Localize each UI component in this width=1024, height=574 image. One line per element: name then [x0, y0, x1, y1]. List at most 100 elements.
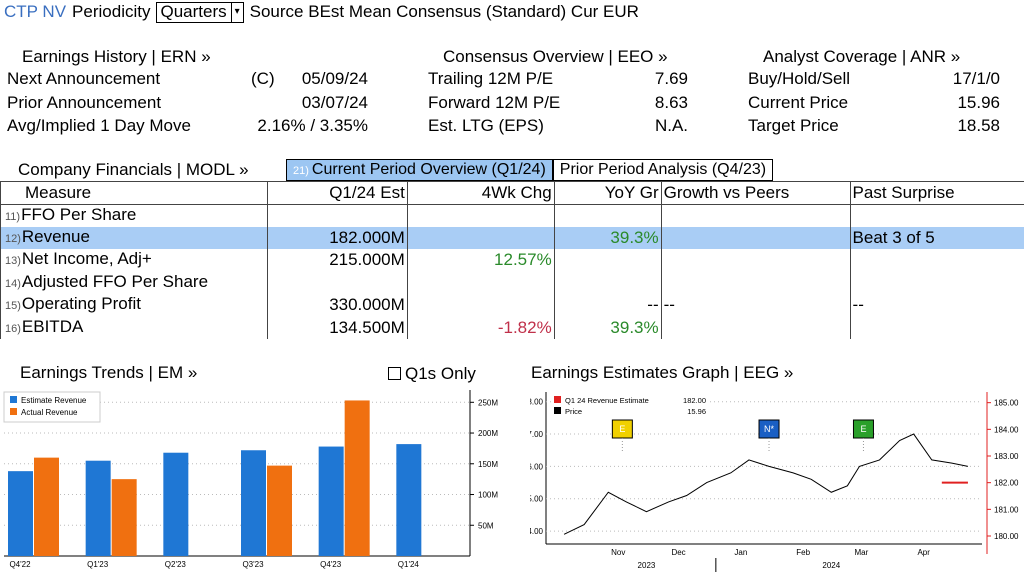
- y-right-tick-label: 182.00: [994, 479, 1019, 488]
- period-tabs: 21) Current Period Overview (Q1/24) Prior…: [286, 159, 774, 181]
- cell-chg: [406, 294, 555, 317]
- col-4wk-chg[interactable]: 4Wk Chg: [406, 181, 555, 205]
- table-row[interactable]: 12)Revenue 182.000M 39.3% Beat 3 of 5: [0, 226, 1024, 249]
- earnings-history-title[interactable]: Earnings History | ERN »: [22, 47, 211, 66]
- y-left-tick-label: 14.00: [530, 527, 544, 536]
- measure-label: Net Income, Adj+: [21, 249, 152, 269]
- row-index: 14): [5, 277, 21, 290]
- x-tick-label: Q4'23: [320, 560, 342, 569]
- x-tick-label: Feb: [796, 548, 810, 557]
- table-row[interactable]: 14)Adjusted FFO Per Share: [0, 271, 1024, 294]
- periodicity-dropdown[interactable]: Quarters ▾: [156, 1, 244, 23]
- measure-label: FFO Per Share: [21, 204, 137, 224]
- checkbox-icon[interactable]: [388, 367, 401, 380]
- x-tick-label: Q3'23: [242, 560, 264, 569]
- y-left-tick-label: 18.00: [530, 398, 544, 407]
- legend-swatch: [10, 408, 17, 415]
- y-tick-label: 100M: [478, 491, 498, 500]
- cell-est: [266, 204, 408, 227]
- tab-number: 21): [293, 165, 309, 177]
- analyst-label: Target Price: [748, 116, 839, 135]
- price-line: [563, 433, 969, 535]
- table-row[interactable]: 15)Operating Profit 330.000M -- -- --: [0, 294, 1024, 317]
- estimate-bar: [85, 460, 111, 556]
- q1s-only-checkbox[interactable]: Q1s Only: [388, 364, 476, 384]
- cell-measure: 14)Adjusted FFO Per Share: [0, 271, 268, 294]
- q1s-only-label: Q1s Only: [405, 364, 476, 383]
- row-index: 15): [5, 300, 21, 313]
- year-label: 2023: [638, 561, 656, 570]
- analyst-label: Buy/Hold/Sell: [748, 69, 851, 88]
- cell-surprise: [849, 204, 1024, 227]
- consensus-value: 8.63: [654, 92, 688, 112]
- earnings-trends-title[interactable]: Earnings Trends | EM »: [20, 363, 198, 382]
- col-measure[interactable]: Measure: [0, 181, 268, 205]
- cell-measure: 13)Net Income, Adj+: [0, 249, 268, 272]
- x-tick-label: Q4'22: [9, 560, 31, 569]
- y-tick-label: 50M: [478, 521, 494, 530]
- row-index: 11): [5, 210, 21, 223]
- cell-peers: [660, 249, 851, 272]
- measure-label: EBITDA: [21, 316, 84, 336]
- x-tick-label: Mar: [855, 548, 869, 557]
- year-label: 2024: [822, 561, 840, 570]
- earnings-estimates-title[interactable]: Earnings Estimates Graph | EEG »: [531, 363, 794, 382]
- legend-box: [3, 391, 101, 423]
- cell-peers: [660, 204, 851, 227]
- actual-bar: [34, 457, 59, 556]
- legend-swatch: [554, 407, 561, 414]
- analyst-coverage-title[interactable]: Analyst Coverage | ANR »: [763, 47, 961, 66]
- legend-label: Estimate Revenue: [21, 396, 87, 405]
- y-right-tick-label: 181.00: [994, 505, 1019, 514]
- legend-value: 182.00: [683, 396, 706, 405]
- x-tick-label: Q1'24: [398, 560, 420, 569]
- tab-prior-period[interactable]: Prior Period Analysis (Q4/23): [552, 159, 774, 181]
- x-tick-label: Apr: [917, 548, 930, 557]
- consensus-value: 7.69: [654, 69, 688, 88]
- cell-peers: [660, 271, 851, 294]
- consensus-label: Trailing 12M P/E: [428, 69, 554, 88]
- y-left-tick-label: 15.00: [530, 495, 544, 504]
- cell-measure: 15)Operating Profit: [0, 294, 268, 317]
- event-marker-label: E: [860, 424, 866, 434]
- earnings_history-value: 2.16% / 3.35%: [257, 116, 368, 135]
- ticker-label[interactable]: CTP NV: [4, 2, 67, 21]
- cell-surprise: --: [849, 294, 1024, 317]
- cell-yoy: 39.3%: [553, 226, 662, 249]
- col-past-surprise[interactable]: Past Surprise: [849, 181, 1024, 205]
- top-bar: CTP NV Periodicity Quarters ▾ Source BEs…: [4, 1, 639, 23]
- estimate-bar: [8, 471, 33, 556]
- cell-yoy: [553, 204, 662, 227]
- col-est[interactable]: Q1/24 Est: [266, 181, 408, 205]
- x-tick-label: Q2'23: [165, 560, 187, 569]
- table-row[interactable]: 16)EBITDA 134.500M -1.82% 39.3%: [0, 316, 1024, 339]
- cell-est: [266, 271, 408, 294]
- measure-label: Revenue: [21, 226, 90, 246]
- col-yoy[interactable]: YoY Gr: [553, 181, 662, 205]
- earnings_history-prefix: (C): [251, 69, 275, 88]
- chevron-down-icon: ▾: [230, 2, 240, 22]
- tab-current-period[interactable]: 21) Current Period Overview (Q1/24): [286, 159, 553, 181]
- row-index: 16): [5, 322, 21, 335]
- cell-measure: 12)Revenue: [0, 226, 268, 249]
- legend-label: Price: [565, 407, 582, 416]
- table-row[interactable]: 13)Net Income, Adj+ 215.000M 12.57%: [0, 249, 1024, 272]
- company-financials-title[interactable]: Company Financials | MODL »: [18, 160, 249, 179]
- cell-est: 215.000M: [266, 249, 408, 272]
- cell-chg: [406, 204, 555, 227]
- cell-yoy: --: [553, 294, 662, 317]
- earnings_history-label: Avg/Implied 1 Day Move: [7, 116, 191, 135]
- x-tick-label: Q1'23: [87, 560, 109, 569]
- cell-peers: [660, 226, 851, 249]
- legend-label: Q1 24 Revenue Estimate: [565, 396, 649, 405]
- consensus-overview-title[interactable]: Consensus Overview | EEO »: [443, 47, 668, 66]
- table-row[interactable]: 11)FFO Per Share: [0, 204, 1024, 227]
- y-tick-label: 250M: [478, 398, 498, 407]
- y-left-tick-label: 16.00: [530, 462, 544, 471]
- col-growth-peers[interactable]: Growth vs Peers: [660, 181, 851, 205]
- actual-bar: [111, 479, 137, 556]
- legend-value: 15.96: [687, 407, 706, 416]
- y-right-tick-label: 184.00: [994, 425, 1019, 434]
- consensus-value: N.A.: [654, 116, 688, 135]
- y-left-tick-label: 17.00: [530, 430, 544, 439]
